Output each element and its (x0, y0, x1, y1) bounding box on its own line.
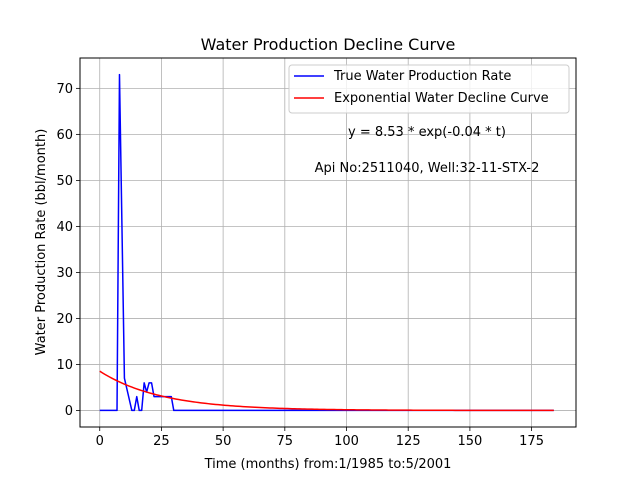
well-annotation: Api No:2511040, Well:32-11-STX-2 (315, 161, 540, 176)
x-axis-label: Time (months) from:1/1985 to:5/2001 (204, 457, 452, 472)
legend-box (288, 64, 570, 114)
legend-label-true-rate: True Water Production Rate (333, 69, 511, 84)
chart-title: Water Production Decline Curve (201, 35, 456, 54)
y-axis-label: Water Production Rate (bbl/month) (34, 129, 49, 356)
y-tick-label: 20 (56, 312, 73, 327)
x-tick-label: 125 (396, 434, 421, 449)
x-tick-label: 150 (457, 434, 482, 449)
x-tick-label: 50 (215, 434, 232, 449)
grid-lines (80, 58, 576, 427)
series-lines (99, 73, 554, 412)
x-tick-label: 25 (153, 434, 170, 449)
y-tick-label: 10 (56, 358, 73, 373)
legend-label-decline-curve: Exponential Water Decline Curve (334, 91, 549, 106)
axis-ticks: 0 25 50 75 100 125 150 175 0 10 20 30 40 50 60 70 (56, 82, 544, 449)
y-tick-label: 0 (65, 404, 73, 419)
equation-annotation: y = 8.53 * exp(-0.04 * t) (348, 125, 506, 140)
plot-area-frame (79, 57, 577, 428)
y-tick-label: 50 (56, 174, 73, 189)
x-tick-label: 100 (334, 434, 359, 449)
y-tick-label: 70 (56, 82, 73, 97)
x-tick-label: 75 (277, 434, 294, 449)
x-tick-label: 175 (519, 434, 544, 449)
y-tick-label: 60 (56, 128, 73, 143)
x-tick-label: 0 (96, 434, 104, 449)
legend: True Water Production Rate Exponential W… (288, 64, 570, 114)
y-tick-label: 30 (56, 266, 73, 281)
series-line-decline-curve (99, 370, 554, 412)
y-tick-label: 40 (56, 220, 73, 235)
